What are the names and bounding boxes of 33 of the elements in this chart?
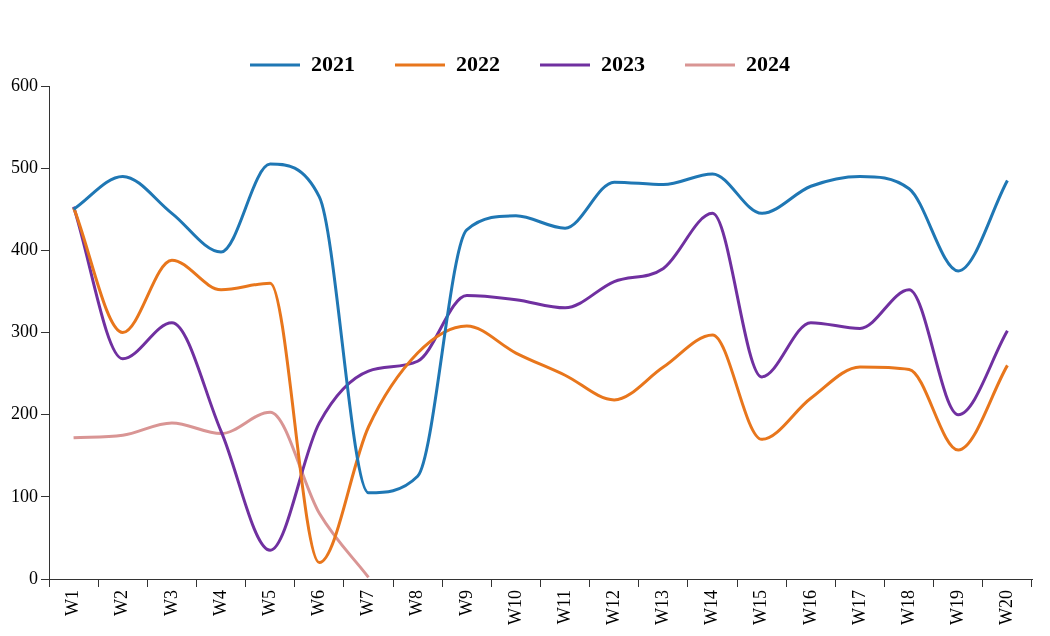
x-tick-label: W20 bbox=[996, 590, 1017, 626]
x-tick-label: W7 bbox=[357, 590, 378, 617]
y-tick-label: 300 bbox=[11, 321, 38, 342]
line-series bbox=[72, 162, 1009, 495]
x-tick-label: W12 bbox=[602, 590, 623, 626]
x-tick-label: W14 bbox=[701, 590, 722, 626]
y-tick-label: 0 bbox=[29, 567, 38, 588]
x-tick-label: W16 bbox=[799, 590, 820, 626]
x-tick-label: W11 bbox=[553, 590, 574, 625]
x-tick-label: W4 bbox=[209, 590, 230, 617]
x-tick-label: W17 bbox=[848, 590, 869, 626]
x-tick-label: W19 bbox=[947, 590, 968, 626]
y-tick-label: 100 bbox=[11, 485, 38, 506]
legend-label: 2023 bbox=[601, 50, 645, 76]
line-series bbox=[72, 410, 370, 579]
y-tick-label: 600 bbox=[11, 74, 38, 95]
legend-label: 2024 bbox=[746, 50, 790, 76]
x-tick-label: W15 bbox=[750, 590, 771, 626]
y-tick-label: 200 bbox=[11, 403, 38, 424]
x-tick-label: W18 bbox=[897, 590, 918, 626]
x-tick-label: W1 bbox=[62, 590, 83, 617]
x-tick-label: W8 bbox=[406, 590, 427, 617]
x-tick-label: W13 bbox=[652, 590, 673, 626]
y-tick-label: 400 bbox=[11, 239, 38, 260]
x-tick-label: W2 bbox=[111, 590, 132, 617]
x-tick-label: W3 bbox=[160, 590, 181, 617]
legend-label: 2022 bbox=[456, 50, 500, 76]
y-tick-label: 500 bbox=[11, 156, 38, 177]
x-tick-label: W5 bbox=[258, 590, 279, 617]
x-tick-label: W6 bbox=[308, 590, 329, 617]
x-tick-label: W10 bbox=[504, 590, 525, 626]
legend-label: 2021 bbox=[311, 50, 355, 76]
x-tick-label: W9 bbox=[455, 590, 476, 617]
